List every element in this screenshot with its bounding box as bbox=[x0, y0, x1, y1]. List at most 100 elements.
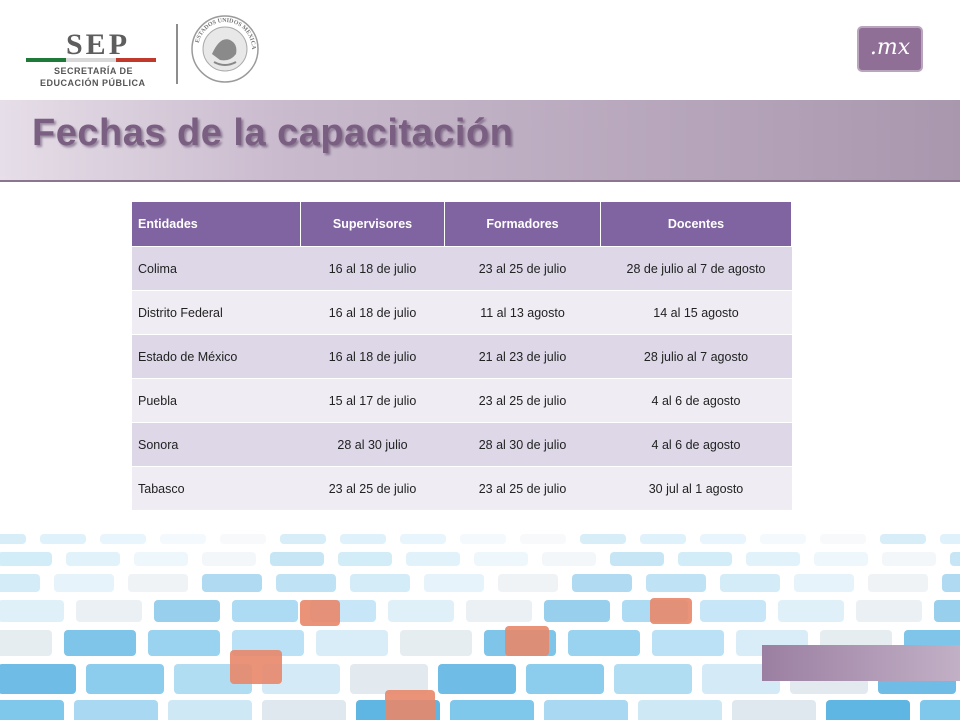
column-header-entidades: Entidades bbox=[132, 202, 301, 247]
floor-tile bbox=[568, 630, 640, 656]
cell-docentes: 28 de julio al 7 de agosto bbox=[600, 246, 792, 291]
cell-formadores: 21 al 23 de julio bbox=[444, 334, 601, 379]
floor-tile bbox=[0, 534, 26, 544]
sep-acronym: SEP bbox=[66, 28, 131, 61]
floor-tile bbox=[526, 664, 604, 694]
floor-tile bbox=[280, 534, 326, 544]
floor-tile bbox=[640, 534, 686, 544]
floor-tile bbox=[66, 552, 120, 566]
schedule-table: Entidades Supervisores Formadores Docent… bbox=[132, 202, 792, 510]
floor-tile bbox=[814, 552, 868, 566]
floor-tile bbox=[920, 700, 960, 720]
cell-entidad: Colima bbox=[132, 246, 301, 291]
floor-tile bbox=[406, 552, 460, 566]
floor-tile bbox=[0, 574, 40, 592]
sep-subtitle-line2: EDUCACIÓN PÚBLICA bbox=[40, 78, 146, 88]
floor-tile bbox=[0, 664, 76, 694]
floor-tile bbox=[86, 664, 164, 694]
table-header-row: Entidades Supervisores Formadores Docent… bbox=[132, 202, 792, 247]
header-divider bbox=[176, 24, 178, 84]
floor-tile bbox=[350, 664, 428, 694]
cell-docentes: 14 al 15 agosto bbox=[600, 290, 792, 335]
floor-tile bbox=[220, 534, 266, 544]
floor-tile bbox=[148, 630, 220, 656]
floor-tile bbox=[54, 574, 114, 592]
floor-tile bbox=[128, 574, 188, 592]
floor-tile bbox=[880, 534, 926, 544]
cell-entidad: Puebla bbox=[132, 378, 301, 423]
cell-entidad: Tabasco bbox=[132, 466, 301, 510]
floor-tile bbox=[856, 600, 922, 622]
table-row: Distrito Federal 16 al 18 de julio 11 al… bbox=[132, 290, 792, 335]
cell-entidad: Sonora bbox=[132, 422, 301, 467]
mx-badge[interactable]: .mx bbox=[857, 26, 923, 72]
floor-tile bbox=[202, 552, 256, 566]
floor-tile bbox=[400, 630, 472, 656]
national-seal-icon: ESTADOS UNIDOS MEXICANOS bbox=[190, 14, 259, 83]
decorative-purple-bar bbox=[762, 645, 960, 681]
floor-tile bbox=[638, 700, 722, 720]
cell-supervisores: 28 al 30 julio bbox=[300, 422, 445, 467]
table-row: Colima 16 al 18 de julio 23 al 25 de jul… bbox=[132, 246, 792, 291]
cell-formadores: 28 al 30 de julio bbox=[444, 422, 601, 467]
floor-tile bbox=[0, 700, 64, 720]
floor-tile bbox=[572, 574, 632, 592]
floor-tile bbox=[40, 534, 86, 544]
floor-tile bbox=[64, 630, 136, 656]
floor-accent-tile bbox=[505, 626, 549, 656]
cell-formadores: 23 al 25 de julio bbox=[444, 378, 601, 423]
decorative-tile-floor bbox=[0, 520, 960, 720]
floor-tile bbox=[388, 600, 454, 622]
cell-formadores: 23 al 25 de julio bbox=[444, 466, 601, 510]
floor-tile bbox=[646, 574, 706, 592]
floor-tile bbox=[0, 600, 64, 622]
floor-tile bbox=[820, 534, 866, 544]
floor-tile bbox=[270, 552, 324, 566]
sep-subtitle-line1: SECRETARÍA DE bbox=[54, 66, 134, 76]
cell-supervisores: 16 al 18 de julio bbox=[300, 246, 445, 291]
floor-tile bbox=[316, 630, 388, 656]
cell-supervisores: 16 al 18 de julio bbox=[300, 334, 445, 379]
floor-accent-tile bbox=[300, 600, 340, 626]
floor-tile bbox=[168, 700, 252, 720]
floor-tile bbox=[934, 600, 960, 622]
table-row: Estado de México 16 al 18 de julio 21 al… bbox=[132, 334, 792, 379]
floor-tile bbox=[794, 574, 854, 592]
floor-tile bbox=[652, 630, 724, 656]
floor-tile bbox=[778, 600, 844, 622]
floor-tile bbox=[700, 600, 766, 622]
floor-tile bbox=[154, 600, 220, 622]
floor-tile bbox=[580, 534, 626, 544]
cell-formadores: 23 al 25 de julio bbox=[444, 246, 601, 291]
cell-entidad: Distrito Federal bbox=[132, 290, 301, 335]
floor-tile bbox=[544, 700, 628, 720]
floor-tile bbox=[544, 600, 610, 622]
floor-tile bbox=[232, 600, 298, 622]
floor-tile bbox=[614, 664, 692, 694]
floor-tile bbox=[160, 534, 206, 544]
floor-tile bbox=[466, 600, 532, 622]
floor-tile bbox=[942, 574, 960, 592]
floor-tile bbox=[424, 574, 484, 592]
floor-tile bbox=[720, 574, 780, 592]
floor-tile bbox=[520, 534, 566, 544]
floor-tile bbox=[0, 630, 52, 656]
floor-tile bbox=[498, 574, 558, 592]
floor-accent-tile bbox=[650, 598, 692, 624]
floor-tile bbox=[0, 552, 52, 566]
slide-title: Fechas de la capacitación bbox=[32, 112, 514, 154]
cell-supervisores: 16 al 18 de julio bbox=[300, 290, 445, 335]
floor-accent-tile bbox=[385, 690, 435, 720]
floor-tile bbox=[76, 600, 142, 622]
floor-tile bbox=[262, 700, 346, 720]
cell-docentes: 4 al 6 de agosto bbox=[600, 378, 792, 423]
cell-docentes: 28 julio al 7 agosto bbox=[600, 334, 792, 379]
floor-tile bbox=[460, 534, 506, 544]
floor-tile bbox=[134, 552, 188, 566]
cell-supervisores: 15 al 17 de julio bbox=[300, 378, 445, 423]
sep-logo: SEP SECRETARÍA DE EDUCACIÓN PÚBLICA bbox=[20, 22, 170, 92]
floor-tile bbox=[74, 700, 158, 720]
sep-flag-stripes bbox=[26, 58, 156, 62]
floor-tile bbox=[474, 552, 528, 566]
floor-tile bbox=[438, 664, 516, 694]
